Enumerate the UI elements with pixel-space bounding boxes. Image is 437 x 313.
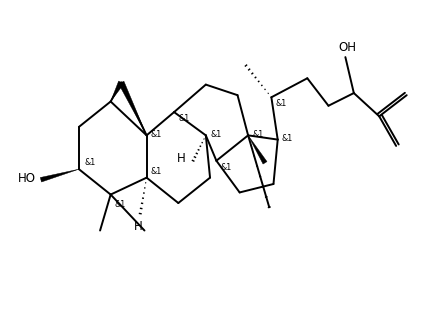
Text: HO: HO [18,172,36,185]
Text: &1: &1 [276,100,287,108]
Polygon shape [118,81,146,135]
Polygon shape [248,135,267,164]
Polygon shape [111,81,124,101]
Text: &1: &1 [114,200,125,209]
Text: &1: &1 [151,167,162,176]
Text: &1: &1 [252,130,264,139]
Text: &1: &1 [282,134,293,143]
Text: OH: OH [339,41,357,54]
Text: &1: &1 [85,158,96,167]
Text: H: H [134,220,142,233]
Text: H: H [177,152,186,165]
Text: &1: &1 [151,130,162,139]
Polygon shape [40,169,79,182]
Text: &1: &1 [210,130,221,139]
Text: &1: &1 [178,114,190,123]
Text: &1: &1 [221,163,232,172]
